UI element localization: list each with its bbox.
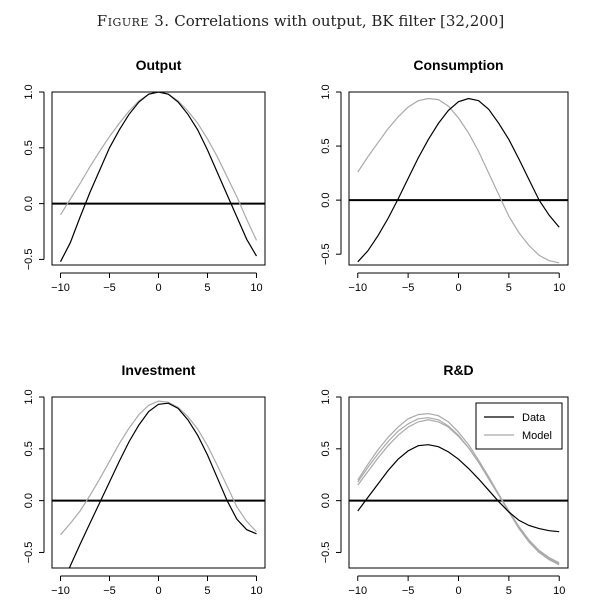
x-tick-label: 10 [250, 585, 262, 597]
y-tick-label: 1.0 [320, 389, 332, 404]
x-tick-label: 10 [553, 585, 565, 597]
panel-1: Consumption −10 −5 0 5 10 −0.5 0.0 0.5 1.0 [320, 57, 569, 294]
x-tick-label: −10 [51, 585, 70, 597]
x-tick-label: 5 [506, 585, 512, 597]
panel-2: Investment −10 −5 0 5 10 −0.5 0.0 0.5 1.0 [23, 362, 266, 597]
x-tick-label: 0 [155, 585, 161, 597]
y-tick-label: 0.0 [320, 493, 332, 508]
series-line-data [68, 402, 257, 568]
legend-box [475, 402, 563, 450]
y-tick-label: −0.5 [23, 249, 35, 271]
x-tick-label: −5 [402, 585, 415, 597]
x-tick-label: −10 [348, 585, 367, 597]
figure-number: Figure 3. [96, 12, 170, 30]
y-tick-label: −0.5 [23, 542, 35, 564]
series-line-model [60, 400, 257, 536]
panel-0: Output −10 −5 0 5 10 −0.5 0.0 0.5 1.0 [23, 57, 266, 294]
series-line-model [59, 92, 258, 241]
y-tick-label: −0.5 [320, 542, 332, 564]
series-line-model [357, 412, 560, 566]
legend-label-model: Model [522, 430, 552, 442]
y-tick-label: 0.5 [23, 441, 35, 456]
x-tick-label: 5 [204, 585, 210, 597]
x-tick-label: 0 [455, 282, 461, 294]
x-tick-label: −5 [402, 282, 415, 294]
legend-label-data: Data [522, 412, 546, 424]
series-line-data [357, 444, 560, 533]
plot-frame [51, 396, 266, 569]
plot-frame [348, 91, 569, 266]
x-tick-label: 5 [506, 282, 512, 294]
plot-frame [51, 91, 266, 266]
y-tick-label: 0.5 [23, 140, 35, 155]
series-line-data [357, 97, 560, 263]
figure-caption: Correlations with output, BK filter [32,… [174, 12, 505, 30]
y-tick-label: 0.0 [23, 196, 35, 211]
y-tick-label: 0.0 [23, 493, 35, 508]
x-tick-label: −10 [51, 282, 70, 294]
series-line-model [357, 419, 560, 564]
panel-3: R&D −10 −5 0 5 10 −0.5 0.0 0.5 1.0 Data Model [320, 362, 569, 597]
y-tick-label: 0.0 [320, 192, 332, 207]
panel-title: Output [136, 57, 182, 73]
y-tick-label: 1.0 [23, 389, 35, 404]
x-tick-label: 0 [455, 585, 461, 597]
x-tick-label: −5 [103, 585, 116, 597]
series-line-model [357, 97, 560, 264]
y-tick-label: 1.0 [320, 84, 332, 99]
x-tick-label: 5 [204, 282, 210, 294]
x-tick-label: −10 [348, 282, 367, 294]
y-tick-label: −0.5 [320, 243, 332, 265]
legend: Data Model [475, 402, 563, 450]
x-tick-label: 10 [553, 282, 565, 294]
x-tick-label: 0 [155, 282, 161, 294]
x-tick-label: −5 [103, 282, 116, 294]
series-line-data [59, 92, 258, 262]
figure-title: Figure 3. Correlations with output, BK f… [0, 12, 601, 30]
y-tick-label: 1.0 [23, 84, 35, 99]
panel-title: Investment [122, 362, 196, 378]
x-tick-label: 10 [250, 282, 262, 294]
plot-frame [348, 396, 569, 569]
panel-title: Consumption [413, 57, 503, 73]
panel-title: R&D [443, 362, 473, 378]
y-tick-label: 0.5 [320, 138, 332, 153]
y-tick-label: 0.5 [320, 441, 332, 456]
